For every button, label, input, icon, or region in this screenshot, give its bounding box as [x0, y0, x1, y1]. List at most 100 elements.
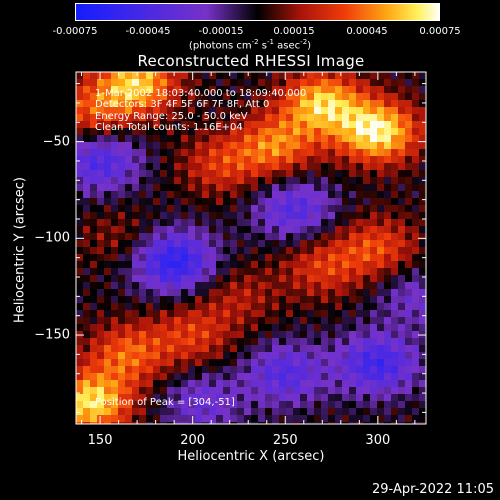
heatmap-cell [258, 121, 265, 128]
heatmap-cell [146, 380, 153, 387]
heatmap-cell [265, 261, 272, 268]
heatmap-cell [244, 289, 251, 296]
heatmap-cell [139, 359, 146, 366]
heatmap-cell [223, 212, 230, 219]
heatmap-cell [391, 233, 398, 240]
heatmap-cell [83, 163, 90, 170]
heatmap-cell [293, 261, 300, 268]
heatmap-cell [188, 212, 195, 219]
heatmap-cell [370, 324, 377, 331]
heatmap-cell [342, 226, 349, 233]
heatmap-cell [153, 121, 160, 128]
heatmap-cell [90, 240, 97, 247]
heatmap-cell [370, 135, 377, 142]
heatmap-cell [258, 212, 265, 219]
heatmap-cell [237, 401, 244, 408]
heatmap-cell [76, 345, 83, 352]
heatmap-cell [237, 240, 244, 247]
heatmap-cell [279, 149, 286, 156]
heatmap-cell [349, 177, 356, 184]
heatmap-cell [230, 205, 237, 212]
heatmap-cell [104, 261, 111, 268]
heatmap-cell [384, 128, 391, 135]
heatmap-cell [153, 240, 160, 247]
heatmap-cell [97, 142, 104, 149]
heatmap-cell [251, 359, 258, 366]
heatmap-cell [307, 296, 314, 303]
heatmap-cell [237, 135, 244, 142]
heatmap-cell [153, 387, 160, 394]
heatmap-cell [223, 93, 230, 100]
heatmap-cell [153, 352, 160, 359]
heatmap-cell [335, 135, 342, 142]
heatmap-cell [237, 366, 244, 373]
heatmap-cell [349, 156, 356, 163]
heatmap-cell [83, 359, 90, 366]
heatmap-cell [321, 219, 328, 226]
heatmap-cell [356, 268, 363, 275]
heatmap-cell [314, 170, 321, 177]
heatmap-cell [118, 121, 125, 128]
heatmap-cell [188, 205, 195, 212]
heatmap-cell [251, 121, 258, 128]
heatmap-cell [118, 240, 125, 247]
heatmap-cell [279, 72, 286, 79]
heatmap-cell [230, 296, 237, 303]
heatmap-cell [321, 191, 328, 198]
heatmap-cell [335, 366, 342, 373]
heatmap-cell [349, 212, 356, 219]
heatmap-cell [209, 415, 216, 422]
heatmap-cell [342, 156, 349, 163]
heatmap-cell [258, 261, 265, 268]
heatmap-cell [181, 191, 188, 198]
heatmap-cell [349, 226, 356, 233]
heatmap-cell [314, 114, 321, 121]
heatmap-cell [363, 191, 370, 198]
heatmap-cell [83, 310, 90, 317]
heatmap-cell [244, 303, 251, 310]
heatmap-cell [90, 317, 97, 324]
heatmap-cell [132, 156, 139, 163]
heatmap-cell [286, 184, 293, 191]
heatmap-cell [258, 149, 265, 156]
heatmap-cell [153, 345, 160, 352]
heatmap-cell [251, 401, 258, 408]
heatmap-cell [363, 373, 370, 380]
heatmap-cell [209, 261, 216, 268]
heatmap-cell [258, 156, 265, 163]
heatmap-cell [279, 352, 286, 359]
heatmap-cell [265, 226, 272, 233]
heatmap-cell [146, 170, 153, 177]
heatmap-cell [293, 366, 300, 373]
heatmap-cell [272, 121, 279, 128]
heatmap-cell [97, 121, 104, 128]
heatmap-cell [125, 282, 132, 289]
heatmap-cell [139, 177, 146, 184]
heatmap-cell [265, 317, 272, 324]
heatmap-cell [307, 373, 314, 380]
heatmap-cell [349, 107, 356, 114]
heatmap-cell [258, 359, 265, 366]
heatmap-cell [244, 149, 251, 156]
heatmap-cell [83, 93, 90, 100]
heatmap-cell [286, 338, 293, 345]
heatmap-cell [307, 107, 314, 114]
heatmap-cell [293, 114, 300, 121]
heatmap-cell [181, 394, 188, 401]
heatmap-cell [370, 268, 377, 275]
heatmap-cell [251, 303, 258, 310]
heatmap-cell [335, 100, 342, 107]
heatmap-cell [251, 107, 258, 114]
heatmap-cell [139, 268, 146, 275]
heatmap-cell [125, 121, 132, 128]
heatmap-cell [146, 72, 153, 79]
heatmap-cell [307, 408, 314, 415]
heatmap-cell [307, 415, 314, 422]
heatmap-cell [167, 275, 174, 282]
heatmap-cell [258, 254, 265, 261]
heatmap-cell [307, 422, 314, 424]
heatmap-cell [349, 387, 356, 394]
heatmap-cell [377, 198, 384, 205]
heatmap-cell [293, 324, 300, 331]
heatmap-cell [167, 261, 174, 268]
